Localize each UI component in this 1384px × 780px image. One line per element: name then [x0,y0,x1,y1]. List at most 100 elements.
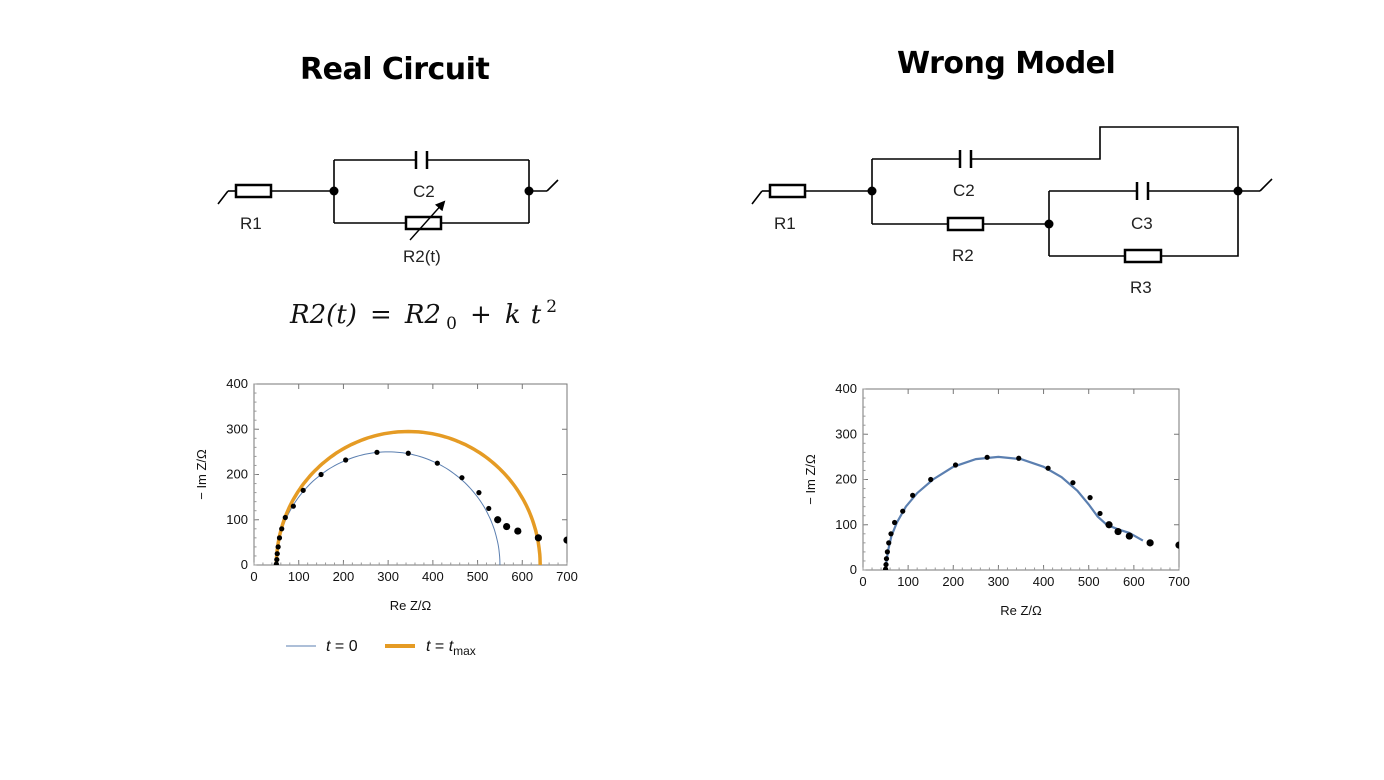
x-tick-label: 500 [1078,574,1100,589]
data-point [434,460,440,466]
x-tick-label: 100 [288,569,310,584]
data-point [900,508,906,514]
x-tick-label: 100 [897,574,919,589]
y-tick-label: 300 [835,426,857,441]
y-tick-label: 100 [835,517,857,532]
x-tick-label: 0 [250,569,257,584]
data-point [882,566,889,570]
data-point [476,490,482,496]
right-node [1044,219,1054,229]
y-tick-label: 200 [226,467,248,482]
data-point [274,551,280,557]
data-point [888,531,894,537]
left-title: Real Circuit [300,52,490,87]
data-point [503,522,511,531]
data-point [884,549,890,555]
data-point [1045,465,1051,471]
data-point [1097,510,1103,517]
x-tick-label: 300 [988,574,1010,589]
right-node [867,186,877,196]
x-tick-label: 600 [511,569,533,584]
eq-equals: = [370,300,392,330]
right-label-r3: R3 [1130,278,1152,297]
resistor-r3 [1123,248,1163,264]
eq-t: t [531,300,542,330]
data-point [494,516,502,524]
data-point [1175,541,1179,549]
y-axis-label: − Im Z/Ω [803,454,818,505]
data-point [276,535,283,541]
data-point [275,544,281,550]
y-tick-label: 400 [835,381,857,396]
fit-line [884,455,1144,570]
wire [971,126,1239,191]
variable-arrow [409,200,446,241]
y-tick-label: 0 [241,557,248,572]
right-title: Wrong Model [897,46,1116,81]
eq-lhs: R2(t) [289,300,357,330]
data-point [883,556,890,562]
legend-label-t0: t = 0 [326,638,358,655]
eq-k: k [505,300,521,330]
x-axis-label: Re Z/Ω [390,598,432,613]
data-point [279,526,285,532]
data-point [1146,539,1154,547]
x-tick-label: 300 [377,569,399,584]
eq-r2: R2 [404,300,441,330]
resistor-r2 [404,215,443,231]
data-point [534,534,542,542]
x-tick-label: 700 [556,569,578,584]
x-tick-label: 500 [467,569,489,584]
data-point [282,514,288,521]
y-tick-label: 0 [850,562,857,577]
left-node [329,186,339,196]
data-point [343,457,349,463]
y-axis-label: − Im Z/Ω [194,449,209,500]
data-point [486,505,492,512]
y-tick-label: 300 [226,421,248,436]
resistor-r2 [946,216,985,232]
data-point [459,475,465,481]
resistor-r1 [234,183,273,199]
data-point [405,450,411,456]
series-line-t0 [275,451,501,565]
x-tick-label: 400 [422,569,444,584]
x-tick-label: 200 [942,574,964,589]
data-point [300,487,306,493]
data-point [892,519,898,526]
right-node [1233,186,1243,196]
left-label-r2t: R2(t) [403,247,441,266]
x-axis-label: Re Z/Ω [1000,603,1042,618]
data-point [1070,480,1076,486]
left-terminal-in [217,190,229,205]
data-point [984,454,990,460]
eq-sub0: 0 [446,314,457,334]
equation: R2(t) = R2 0 + k t 2 [289,297,557,334]
data-point [883,561,889,568]
eq-plus: + [470,300,492,330]
plot-area [882,454,1179,570]
right-circuit-diagram [751,126,1273,264]
data-point [928,476,934,483]
svg-text:R2(t) = R2 0: R2(t) = R2 0 + k t 2 [289,297,557,334]
right-label-r2: R2 [952,246,974,265]
eq-exp: 2 [546,297,557,317]
data-point [563,536,567,544]
x-tick-label: 600 [1123,574,1145,589]
right-label-c2: C2 [953,181,975,200]
left-node [524,186,534,196]
data-point [274,556,280,563]
left-terminal-out [546,179,559,192]
x-tick-label: 400 [1033,574,1055,589]
left-nyquist-chart: 0 100 200 300 400 500 600 700 0 100 200 300 400 Re Z/… [194,376,578,613]
right-terminal-in [751,190,763,205]
data-point [290,503,296,509]
left-legend: t = 0 t = tmax [286,638,476,658]
resistor-r1 [768,183,807,199]
data-point [886,540,892,546]
right-terminal-out [1259,178,1273,192]
x-tick-label: 0 [859,574,866,589]
data-point [1125,532,1133,540]
plot-frame [253,383,568,566]
